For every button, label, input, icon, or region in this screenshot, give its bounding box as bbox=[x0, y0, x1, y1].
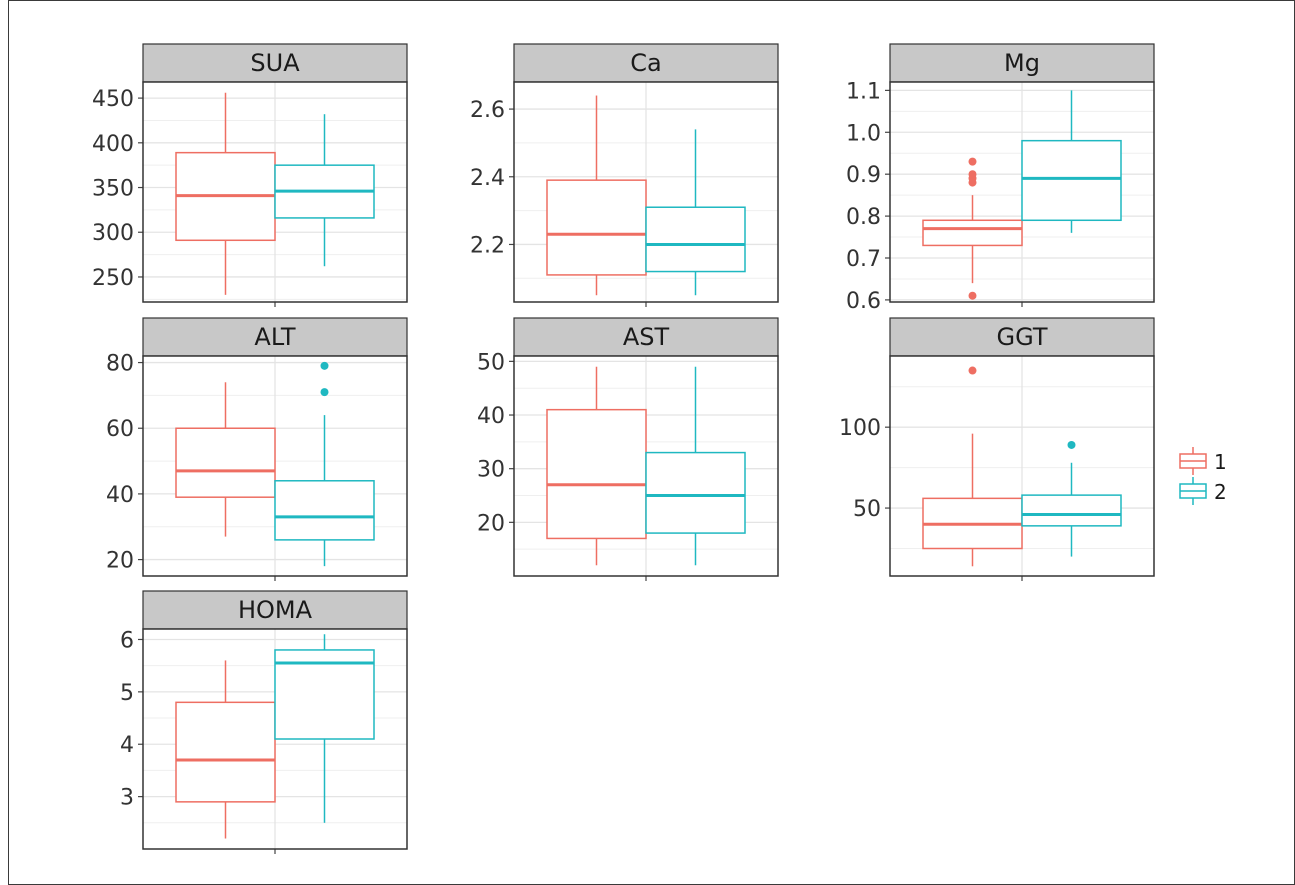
outlier-point bbox=[968, 291, 977, 300]
y-tick-label: 450 bbox=[92, 87, 134, 112]
panel-ca: Ca 2.2 2.4 2.6 bbox=[470, 43, 779, 307]
strip-background bbox=[889, 317, 1155, 357]
y-tick-label: 1.0 bbox=[846, 121, 881, 146]
box-iqr bbox=[546, 179, 647, 276]
strip-background bbox=[513, 317, 779, 357]
outlier-point bbox=[968, 170, 977, 179]
box-iqr bbox=[175, 701, 276, 803]
box-group-1 bbox=[922, 157, 1023, 300]
y-tick-label: 0.7 bbox=[846, 247, 881, 272]
panel-border bbox=[889, 81, 1155, 303]
panel-homa: HOMA 3 4 5 6 bbox=[120, 590, 408, 854]
box-iqr bbox=[1021, 139, 1122, 222]
strip-background bbox=[142, 43, 408, 83]
y-tick-label: 60 bbox=[106, 417, 134, 442]
panel-border bbox=[513, 355, 779, 577]
y-tick-label: 0.6 bbox=[846, 289, 881, 314]
y-tick-label: 0.8 bbox=[846, 205, 881, 230]
y-tick-label: 20 bbox=[477, 511, 505, 536]
strip-background bbox=[142, 590, 408, 630]
strip-label: SUA bbox=[250, 49, 300, 77]
y-tick-label: 5 bbox=[120, 681, 134, 706]
y-tick-label: 2.2 bbox=[470, 233, 505, 258]
box-group-2 bbox=[1021, 90, 1122, 233]
strip-label: ALT bbox=[254, 323, 295, 351]
outlier-point bbox=[320, 388, 329, 397]
box-iqr bbox=[1021, 494, 1122, 527]
y-tick-label: 40 bbox=[106, 483, 134, 508]
outlier-point bbox=[320, 361, 329, 370]
y-tick-label: 300 bbox=[92, 221, 134, 246]
panel-border bbox=[513, 81, 779, 303]
y-tick-label: 2.6 bbox=[470, 98, 505, 123]
box-group-1 bbox=[175, 660, 276, 839]
strip-label: GGT bbox=[997, 323, 1048, 351]
strip-label: Ca bbox=[630, 49, 661, 77]
y-tick-label: 20 bbox=[106, 549, 134, 574]
box-group-2 bbox=[274, 361, 375, 567]
panel-border bbox=[889, 355, 1155, 577]
box-iqr bbox=[645, 206, 746, 273]
outlier-point bbox=[1067, 440, 1076, 449]
box-iqr bbox=[274, 649, 375, 740]
y-tick-label: 50 bbox=[853, 497, 881, 522]
strip-label: HOMA bbox=[238, 596, 313, 624]
panel-border bbox=[142, 81, 408, 303]
outlier-point bbox=[968, 157, 977, 166]
y-tick-label: 100 bbox=[839, 416, 881, 441]
box-group-1 bbox=[546, 366, 647, 566]
y-tick-label: 400 bbox=[92, 132, 134, 157]
strip-background bbox=[889, 43, 1155, 83]
legend-item-1: 1 bbox=[1179, 447, 1227, 475]
box-iqr bbox=[546, 408, 647, 540]
y-tick-label: 3 bbox=[120, 786, 134, 811]
box-group-2 bbox=[1021, 440, 1122, 557]
y-tick-label: 6 bbox=[120, 628, 134, 653]
legend-label: 2 bbox=[1214, 480, 1227, 504]
y-tick-label: 50 bbox=[477, 350, 505, 375]
box-group-2 bbox=[645, 129, 746, 296]
panel-ast: AST 20 30 40 50 bbox=[477, 317, 779, 581]
box-group-1 bbox=[175, 92, 276, 295]
panel-ggt: GGT 50 100 bbox=[839, 317, 1155, 581]
y-tick-label: 40 bbox=[477, 404, 505, 429]
panel-border bbox=[142, 355, 408, 577]
panel-sua: SUA 250 300 350 400 450 bbox=[92, 43, 408, 307]
panel-border bbox=[142, 628, 408, 850]
y-tick-label: 2.4 bbox=[470, 166, 505, 191]
strip-label: Mg bbox=[1004, 49, 1040, 77]
legend-item-2: 2 bbox=[1179, 477, 1227, 505]
legend-label: 1 bbox=[1214, 450, 1227, 474]
y-tick-label: 350 bbox=[92, 177, 134, 202]
outlier-point bbox=[968, 366, 977, 375]
box-iqr bbox=[175, 427, 276, 498]
y-tick-label: 1.1 bbox=[846, 79, 881, 104]
box-group-2 bbox=[274, 114, 375, 267]
box-iqr bbox=[274, 480, 375, 541]
y-tick-label: 80 bbox=[106, 352, 134, 377]
strip-label: AST bbox=[623, 323, 670, 351]
y-tick-label: 0.9 bbox=[846, 163, 881, 188]
panel-alt: ALT 20 40 60 80 bbox=[106, 317, 408, 581]
y-tick-label: 250 bbox=[92, 266, 134, 291]
box-iqr bbox=[922, 219, 1023, 247]
box-group-1 bbox=[546, 95, 647, 296]
strip-background bbox=[513, 43, 779, 83]
box-group-2 bbox=[274, 634, 375, 823]
y-tick-label: 4 bbox=[120, 733, 134, 758]
panel-mg: Mg 0.6 0.7 0.8 0.9 1.0 1.1 bbox=[846, 43, 1155, 314]
box-iqr bbox=[645, 451, 746, 534]
legend: 12 bbox=[1179, 447, 1227, 505]
box-group-1 bbox=[175, 382, 276, 537]
box-group-2 bbox=[645, 366, 746, 566]
y-tick-label: 30 bbox=[477, 458, 505, 483]
